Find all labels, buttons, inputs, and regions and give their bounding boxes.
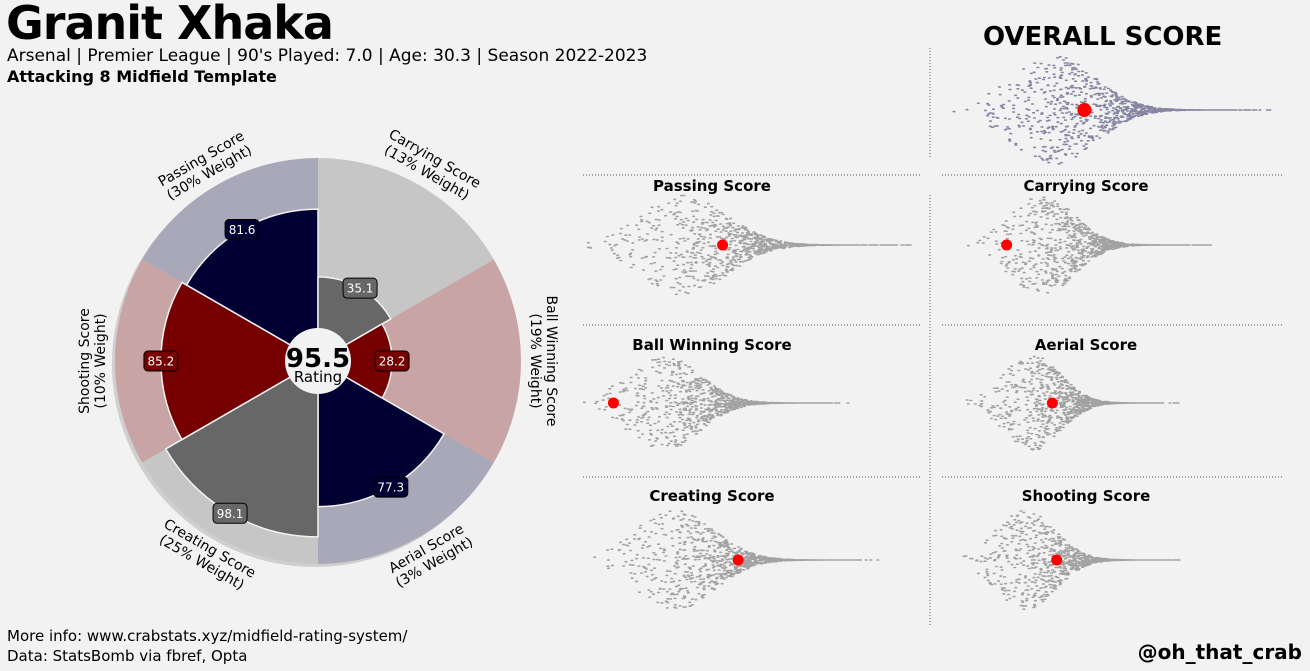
svg-text:Ball Winning Score: Ball Winning Score (543, 296, 559, 427)
rating-label: Rating (294, 368, 342, 386)
player-name: Granit Xhaka (6, 0, 334, 50)
svg-text:85.2: 85.2 (148, 355, 175, 369)
swarm-panel-3 (582, 356, 850, 447)
swarm-panel-0 (952, 56, 1272, 165)
rating-value: 95.5 (286, 344, 350, 374)
svg-text:35.1: 35.1 (347, 282, 374, 296)
pizza-value-label-3: 77.3 (373, 476, 409, 498)
pizza-value-label-1: 35.1 (342, 277, 378, 299)
swarm-title-carrying: Carrying Score (1023, 177, 1149, 195)
pizza-value-label-5: 85.2 (143, 350, 179, 372)
pizza-category-label-5: Shooting Score (10% Weight) (77, 308, 109, 414)
swarm-title-ball-winning: Ball Winning Score (632, 336, 792, 354)
swarm-title-shooting: Shooting Score (1021, 487, 1151, 505)
pizza-category-label-2: Ball Winning Score(19% Weight) (527, 296, 559, 427)
pizza-bg-2 (318, 259, 521, 463)
svg-text:(19% Weight): (19% Weight) (527, 313, 543, 408)
author-handle: @oh_that_crab (1137, 640, 1302, 664)
swarm-panel-6 (962, 510, 1181, 610)
pizza-value-label-4: 98.1 (212, 502, 248, 524)
swarm-player-point-0 (1077, 103, 1092, 117)
swarm-player-point-6 (1051, 554, 1063, 566)
svg-text:81.6: 81.6 (229, 223, 256, 237)
svg-text:98.1: 98.1 (217, 507, 244, 521)
svg-text:(10% Weight): (10% Weight) (93, 313, 109, 408)
swarm-panel-1 (586, 194, 912, 296)
swarm-player-point-3 (607, 397, 619, 409)
swarm-player-point-2 (1001, 239, 1013, 251)
swarm-panel-2 (966, 196, 1212, 294)
pizza-value-label-2: 28.2 (374, 350, 410, 372)
subtitle: Arsenal | Premier League | 90's Played: … (7, 46, 648, 66)
swarm-player-point-4 (1046, 397, 1058, 409)
swarm-title-creating: Creating Score (649, 487, 775, 505)
svg-text:Shooting Score: Shooting Score (77, 308, 93, 414)
swarm-player-point-1 (717, 239, 729, 251)
swarm-player-point-5 (732, 554, 744, 566)
swarm-title-passing: Passing Score (653, 177, 771, 195)
footer-info: More info: www.crabstats.xyz/midfield-ra… (7, 627, 408, 645)
svg-text:28.2: 28.2 (379, 355, 406, 369)
swarm-title-aerial: Aerial Score (1034, 336, 1138, 354)
footer-source: Data: StatsBomb via fbref, Opta (7, 647, 248, 665)
pizza-center (285, 328, 351, 394)
pizza-value-label-0: 81.6 (224, 219, 260, 241)
template-label: Attacking 8 Midfield Template (7, 67, 277, 86)
overall-score-title: OVERALL SCORE (983, 22, 1223, 52)
swarm-panel-4 (965, 355, 1180, 451)
svg-text:77.3: 77.3 (377, 481, 404, 495)
